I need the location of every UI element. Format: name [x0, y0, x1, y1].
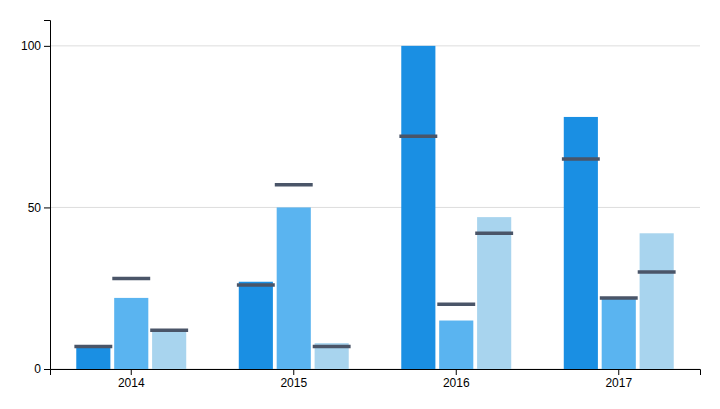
target-line — [437, 303, 475, 307]
tick-label: 2016 — [443, 376, 470, 390]
bar — [152, 330, 186, 369]
tick: 2014 — [118, 369, 145, 390]
target-series — [112, 185, 637, 305]
bar — [76, 346, 110, 369]
tick-mark — [293, 369, 294, 375]
bar-series — [114, 207, 636, 369]
bar — [640, 233, 674, 369]
tick: 0 — [34, 362, 50, 376]
tick: 2015 — [280, 369, 307, 390]
target-series — [150, 233, 675, 346]
y-axis: 0 50 100 — [21, 21, 51, 377]
tick-mark — [44, 207, 50, 208]
tick: 2016 — [443, 369, 470, 390]
grid-line — [50, 45, 700, 46]
chart-container: 0 50 100 2014 2015 2016 2017 — [0, 0, 720, 409]
tick-label: 2017 — [605, 376, 632, 390]
bar-series — [152, 217, 674, 369]
tick: 100 — [21, 39, 50, 53]
target-series — [74, 136, 599, 346]
grid — [50, 46, 700, 369]
chart: 0 50 100 2014 2015 2016 2017 — [0, 0, 720, 409]
bar — [602, 298, 636, 369]
axis-line — [51, 370, 701, 376]
tick-label: 0 — [34, 362, 41, 376]
bar — [239, 282, 273, 369]
bar — [277, 207, 311, 369]
x-axis: 2014 2015 2016 2017 — [51, 369, 701, 390]
axis-line — [44, 21, 51, 370]
bar — [401, 46, 435, 369]
tick-label: 100 — [21, 39, 41, 53]
tick-mark — [44, 369, 50, 370]
grid-line — [50, 207, 700, 208]
bar — [564, 117, 598, 369]
bar — [114, 298, 148, 369]
target-line — [475, 232, 513, 236]
target-line — [237, 283, 275, 287]
marks — [74, 46, 675, 369]
target-line — [399, 135, 437, 139]
bar — [439, 321, 473, 369]
tick-mark — [44, 46, 50, 47]
target-line — [313, 345, 351, 349]
target-line — [562, 157, 600, 161]
tick-label: 2014 — [118, 376, 145, 390]
tick: 2017 — [605, 369, 632, 390]
tick-label: 2015 — [280, 376, 307, 390]
tick-mark — [618, 369, 619, 375]
plot-area: 0 50 100 2014 2015 2016 2017 — [21, 21, 701, 390]
tick-mark — [456, 369, 457, 375]
target-line — [112, 277, 150, 281]
tick-mark — [131, 369, 132, 375]
tick-label: 50 — [28, 201, 42, 215]
target-line — [150, 328, 188, 332]
target-line — [638, 270, 676, 274]
bar — [477, 217, 511, 369]
target-line — [74, 345, 112, 349]
tick: 50 — [28, 201, 50, 215]
target-line — [275, 183, 313, 187]
target-line — [600, 296, 638, 300]
bar-series — [76, 46, 598, 369]
